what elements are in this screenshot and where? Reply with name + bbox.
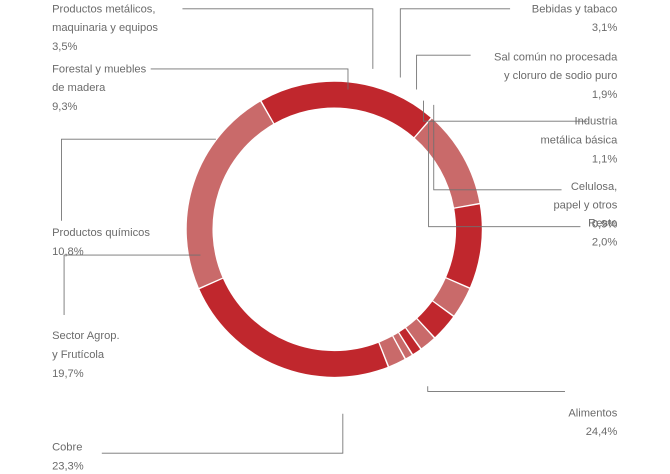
slice-productos-metalicos-maquinaria-y-equipos xyxy=(432,278,470,316)
slice-value-label: 10,8% xyxy=(52,246,84,258)
slice-value-label: 24,4% xyxy=(586,426,618,438)
leader-line xyxy=(416,54,471,90)
slice-name-label: Alimentos xyxy=(568,407,617,419)
slice-value-label: 1,1% xyxy=(592,153,617,165)
slice-value-label: 3,5% xyxy=(52,41,77,53)
slice-industria-metalica-basica xyxy=(399,328,421,355)
slice-name-label: Cobre xyxy=(52,442,82,454)
leader-line xyxy=(182,8,374,69)
slice-name-label: metálica básica xyxy=(540,135,618,147)
leader-line xyxy=(101,413,344,454)
slice-value-label: 19,7% xyxy=(52,368,84,380)
leader-line xyxy=(61,138,216,221)
slice-celulosa-papel-y-otros xyxy=(393,332,412,359)
slice-value-label: 9,3% xyxy=(52,101,77,113)
slice-sector-agrop-y-fruticola xyxy=(261,81,431,138)
slice-productos-quimicos xyxy=(414,118,480,208)
slice-name-label: Productos metálicos, xyxy=(52,3,155,15)
slice-value-label: 0,9% xyxy=(592,219,617,231)
slice-name-label: Celulosa, xyxy=(571,181,617,193)
slice-cobre xyxy=(186,101,274,288)
slice-name-label: y Frutícola xyxy=(52,349,105,361)
slice-value-label: 1,9% xyxy=(592,89,617,101)
slice-forestal-y-muebles-de-madera xyxy=(446,204,482,288)
leader-line xyxy=(423,100,588,122)
leader-line xyxy=(433,104,562,191)
slice-name-label: Sector Agrop. xyxy=(52,330,120,342)
leader-line xyxy=(427,386,565,392)
leader-line xyxy=(150,68,349,90)
slice-name-label: Sal común no procesada xyxy=(494,51,618,63)
slice-resto xyxy=(379,336,405,367)
leader-line xyxy=(428,122,581,228)
slice-alimentos xyxy=(199,278,388,377)
slice-name-label: Productos químicos xyxy=(52,227,150,239)
slice-name-label: Resto xyxy=(588,218,617,230)
leader-line xyxy=(399,8,511,78)
slice-labels: Forestal y muebles de madera 9,3% Productos… xyxy=(52,3,618,472)
slice-name-label: Bebidas y tabaco xyxy=(532,3,617,15)
slice-value-label: 3,1% xyxy=(592,22,617,34)
leader-line xyxy=(63,254,201,316)
leader-lines xyxy=(61,8,588,454)
slice-name-label: de madera xyxy=(52,82,106,94)
slice-name-label: y cloruro de sodio puro xyxy=(504,70,617,82)
slice-name-label: Industria xyxy=(575,116,619,128)
slice-name-label: papel y otros xyxy=(553,200,617,212)
donut-ring xyxy=(186,81,482,377)
slice-value-label: 2,0% xyxy=(592,237,617,249)
slice-bebidas-y-tabaco xyxy=(417,301,454,338)
slice-value-label: 23,3% xyxy=(52,460,84,472)
slice-sal-comun-no-procesada-y-cloruro-de-sodio-puro xyxy=(406,319,434,349)
slice-name-label: Forestal y muebles xyxy=(52,63,147,75)
slice-name-label: maquinaria y equipos xyxy=(52,22,158,34)
